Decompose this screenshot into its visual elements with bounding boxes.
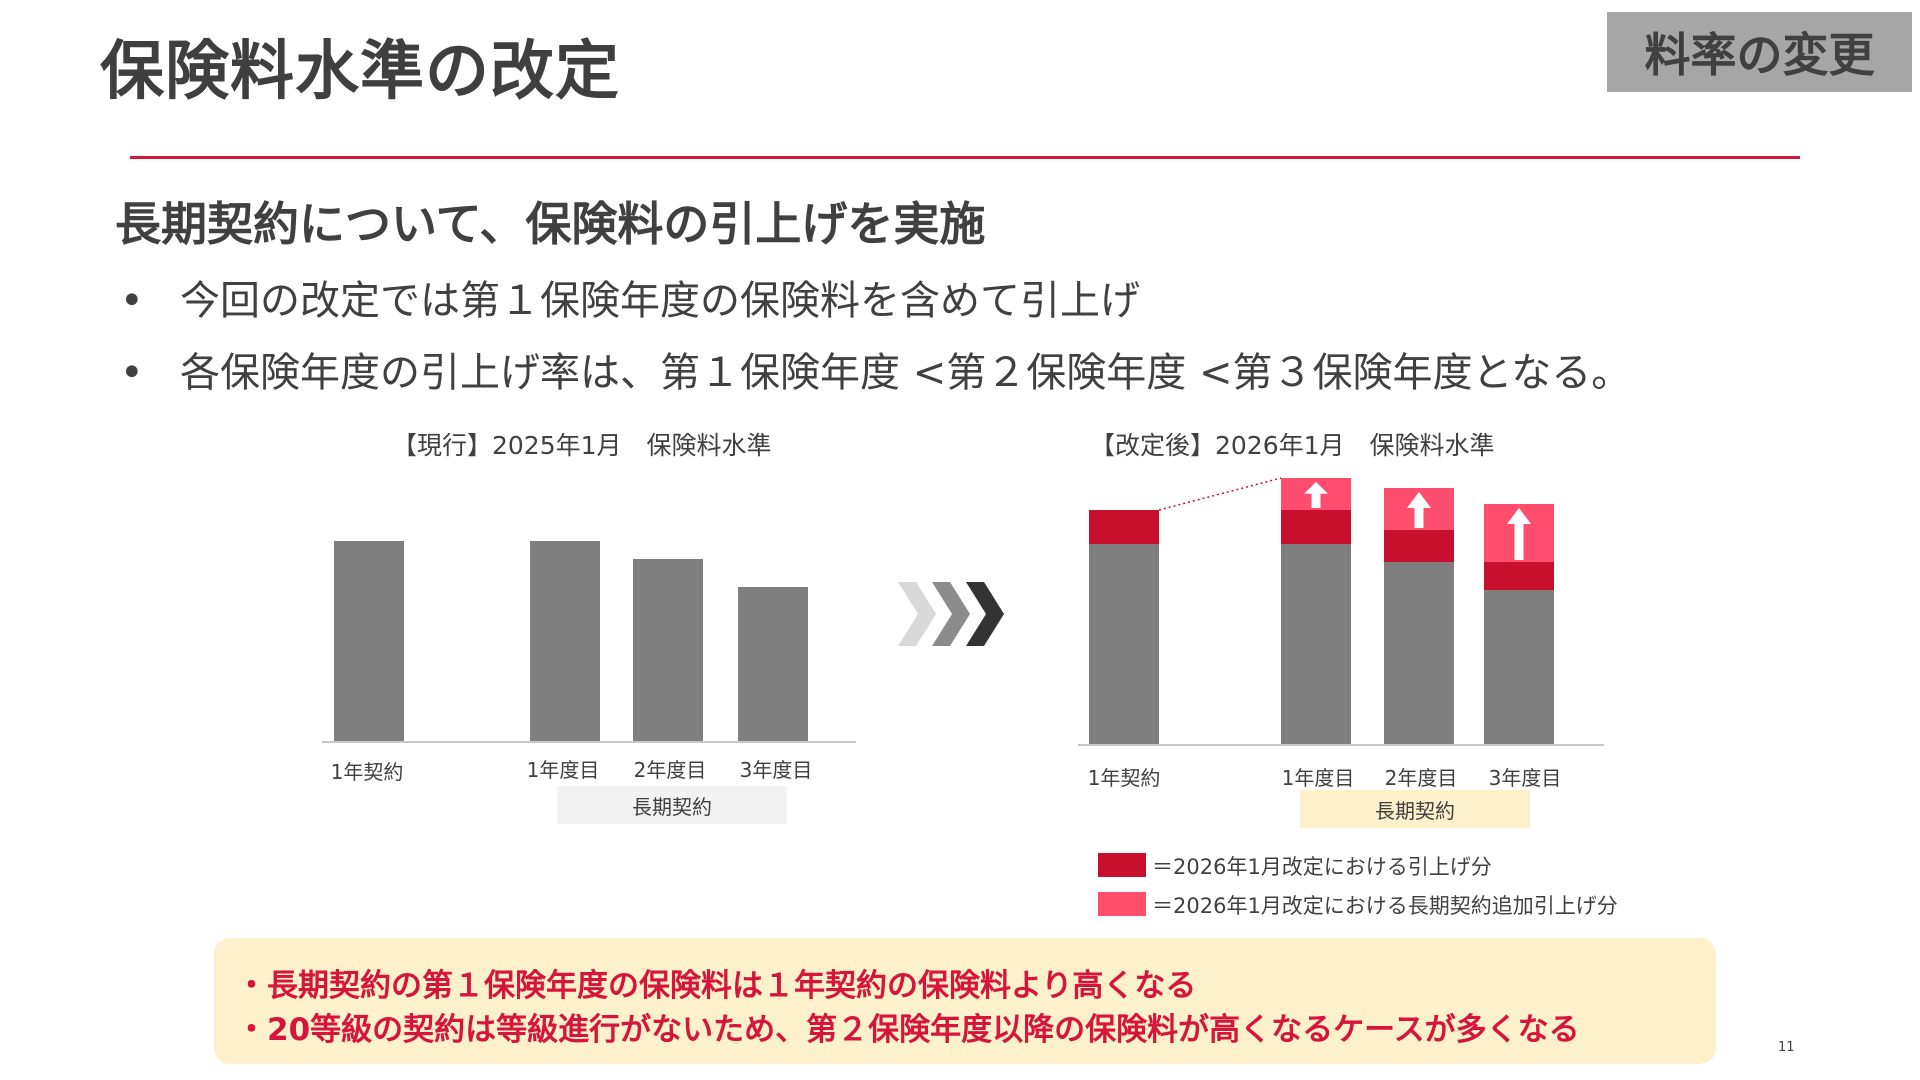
section-tag: 料率の変更 — [1607, 12, 1912, 92]
legend-label: ＝2026年1月改定における長期契約追加引上げ分 — [1152, 894, 1618, 918]
bar — [738, 587, 808, 741]
title-divider — [130, 156, 1800, 159]
chart-title-current: 【現行】2025年1月 保険料水準 — [392, 431, 772, 460]
bar — [334, 541, 404, 741]
bar-increase — [1484, 562, 1554, 590]
callout-line: ・長期契約の第１保険年度の保険料は１年契約の保険料より高くなる — [236, 968, 1197, 1004]
bar — [530, 541, 600, 741]
tick-label: 3年度目 — [739, 758, 813, 782]
tick-label: 2年度目 — [633, 758, 707, 782]
bar-increase — [1384, 530, 1454, 562]
bullet-text: 各保険年度の引上げ率は、第１保険年度 <第２保険年度 <第３保険年度となる。 — [180, 350, 1632, 396]
legend-label: ＝2026年1月改定における引上げ分 — [1152, 855, 1492, 879]
tick-label: 2年度目 — [1384, 766, 1458, 790]
bar-increase — [1089, 510, 1159, 544]
bar — [1384, 562, 1454, 744]
legend-swatch-long-term-increase — [1098, 892, 1146, 916]
bar — [1089, 544, 1159, 744]
bar — [633, 559, 703, 741]
chevron-dark — [966, 582, 1004, 646]
callout-box — [214, 938, 1716, 1064]
up-arrow-icon — [1304, 482, 1328, 508]
bullet-marker: • — [120, 350, 144, 396]
chevron-arrows-icon — [898, 582, 1004, 646]
chevron-mid — [932, 582, 970, 646]
bullet-text: 今回の改定では第１保険年度の保険料を含めて引上げ — [180, 278, 1140, 324]
bullet-item: • 各保険年度の引上げ率は、第１保険年度 <第２保険年度 <第３保険年度となる。 — [120, 340, 1631, 398]
bullet-item: • 今回の改定では第１保険年度の保険料を含めて引上げ — [120, 268, 1140, 326]
page-number: 11 — [1778, 1040, 1795, 1055]
bar — [1484, 590, 1554, 744]
up-arrow-icon — [1507, 508, 1531, 560]
tick-label: 1年契約 — [330, 760, 404, 784]
tick-label: 1年契約 — [1087, 766, 1161, 790]
legend-swatch-increase — [1098, 853, 1146, 877]
group-label-long-term: 長期契約 — [557, 786, 787, 824]
group-label-long-term: 長期契約 — [1300, 790, 1530, 828]
subtitle: 長期契約について、保険料の引上げを実施 — [115, 197, 986, 251]
chart-title-revised: 【改定後】2026年1月 保険料水準 — [1090, 431, 1495, 460]
callout-line: ・20等級の契約は等級進行がないため、第２保険年度以降の保険料が高くなるケースが… — [236, 1012, 1580, 1048]
bar — [1281, 544, 1351, 744]
tick-label: 1年度目 — [526, 758, 600, 782]
bar-increase — [1281, 510, 1351, 544]
tick-label: 1年度目 — [1281, 766, 1355, 790]
page-title: 保険料水準の改定 — [100, 35, 620, 109]
dotted-connector — [1158, 477, 1282, 511]
chevron-light — [898, 582, 936, 646]
bullet-marker: • — [120, 278, 144, 324]
up-arrow-icon — [1407, 492, 1431, 528]
tick-label: 3年度目 — [1488, 766, 1562, 790]
